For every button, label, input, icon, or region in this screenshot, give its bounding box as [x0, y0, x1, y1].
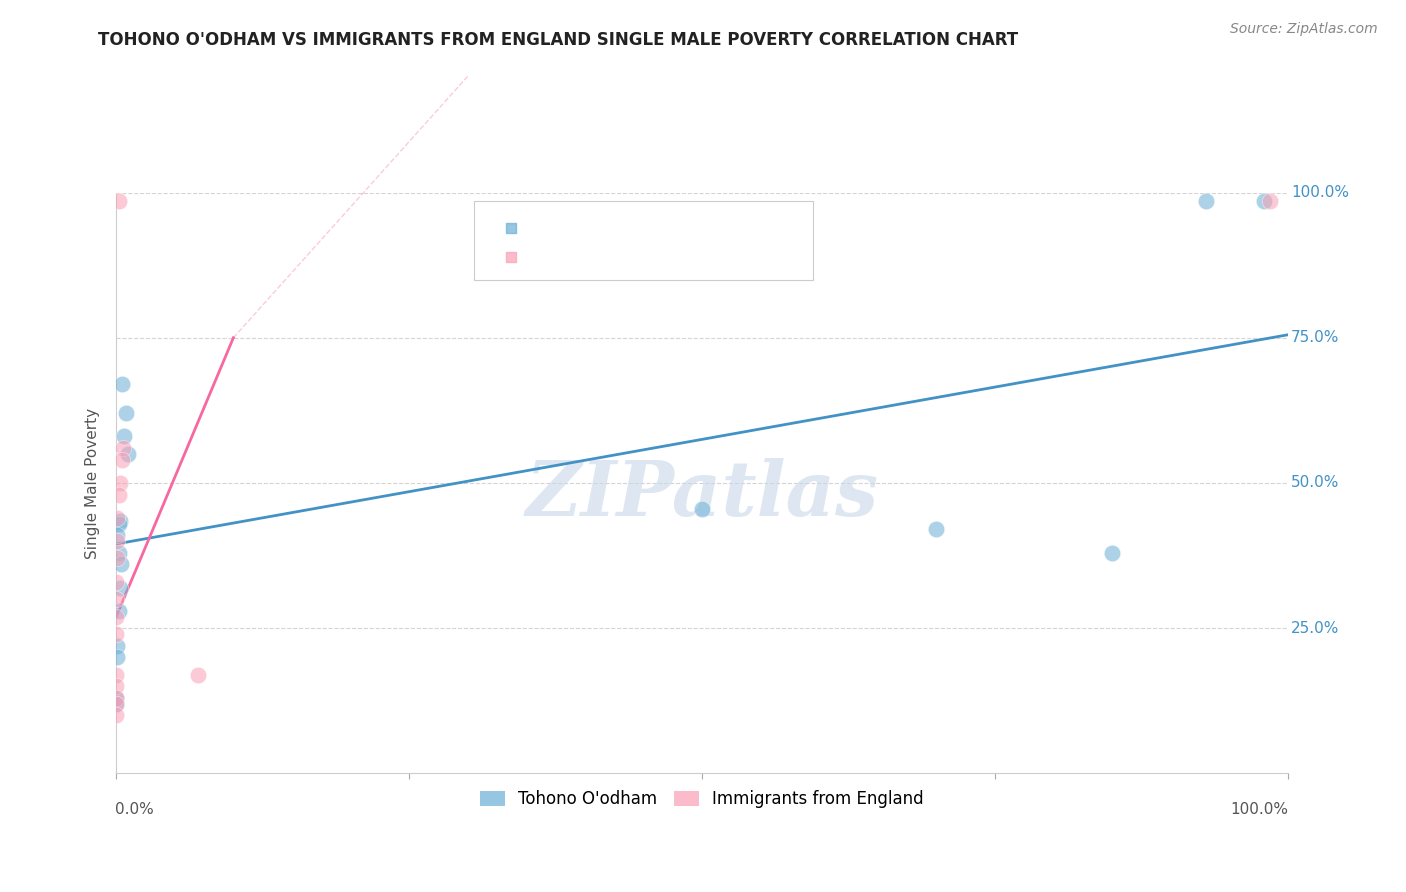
Point [499, 250, 522, 264]
Text: R = 0.336   N = 19: R = 0.336 N = 19 [553, 248, 723, 266]
Point [105, 667, 128, 681]
Point [105, 697, 128, 711]
Point [690, 502, 713, 516]
Text: 100.0%: 100.0% [1230, 803, 1289, 817]
Point [107, 534, 129, 549]
Point [107, 551, 129, 566]
Point [105, 690, 128, 705]
Point [105, 609, 128, 624]
Point [925, 523, 948, 537]
Point [117, 447, 139, 461]
Point [111, 377, 134, 392]
Text: ZIPatlas: ZIPatlas [526, 458, 879, 532]
Point [108, 514, 131, 528]
Point [114, 406, 136, 420]
Point [114, 429, 136, 443]
Point [111, 452, 134, 467]
Point [107, 604, 129, 618]
Point [107, 528, 129, 542]
Legend: Tohono O'odham, Immigrants from England: Tohono O'odham, Immigrants from England [474, 783, 931, 814]
Point [107, 516, 129, 531]
Text: Source: ZipAtlas.com: Source: ZipAtlas.com [1230, 22, 1378, 37]
Text: R = 0.514   N = 20: R = 0.514 N = 20 [553, 219, 723, 237]
Point [105, 679, 128, 693]
Point [187, 667, 209, 681]
Point [105, 574, 128, 589]
Point [105, 592, 128, 607]
Text: TOHONO O'ODHAM VS IMMIGRANTS FROM ENGLAND SINGLE MALE POVERTY CORRELATION CHART: TOHONO O'ODHAM VS IMMIGRANTS FROM ENGLAN… [98, 31, 1018, 49]
Text: 75.0%: 75.0% [1291, 330, 1340, 345]
Text: 25.0%: 25.0% [1291, 621, 1340, 636]
Point [112, 441, 135, 455]
Point [107, 487, 129, 501]
Point [1253, 194, 1275, 209]
Point [107, 639, 129, 653]
Text: 0.0%: 0.0% [115, 803, 153, 817]
Point [107, 511, 129, 525]
FancyBboxPatch shape [474, 202, 813, 280]
Point [499, 221, 522, 235]
Point [110, 558, 132, 572]
Point [108, 581, 131, 595]
Text: 100.0%: 100.0% [1291, 185, 1350, 200]
Point [107, 194, 129, 209]
Point [105, 690, 128, 705]
Point [1258, 194, 1281, 209]
Point [105, 697, 128, 711]
Point [107, 650, 129, 665]
Y-axis label: Single Male Poverty: Single Male Poverty [86, 408, 100, 558]
Point [105, 627, 128, 641]
Text: 50.0%: 50.0% [1291, 475, 1340, 491]
Point [107, 546, 129, 560]
Point [105, 708, 128, 723]
Point [108, 475, 131, 490]
Point [1101, 546, 1123, 560]
Point [1194, 194, 1216, 209]
